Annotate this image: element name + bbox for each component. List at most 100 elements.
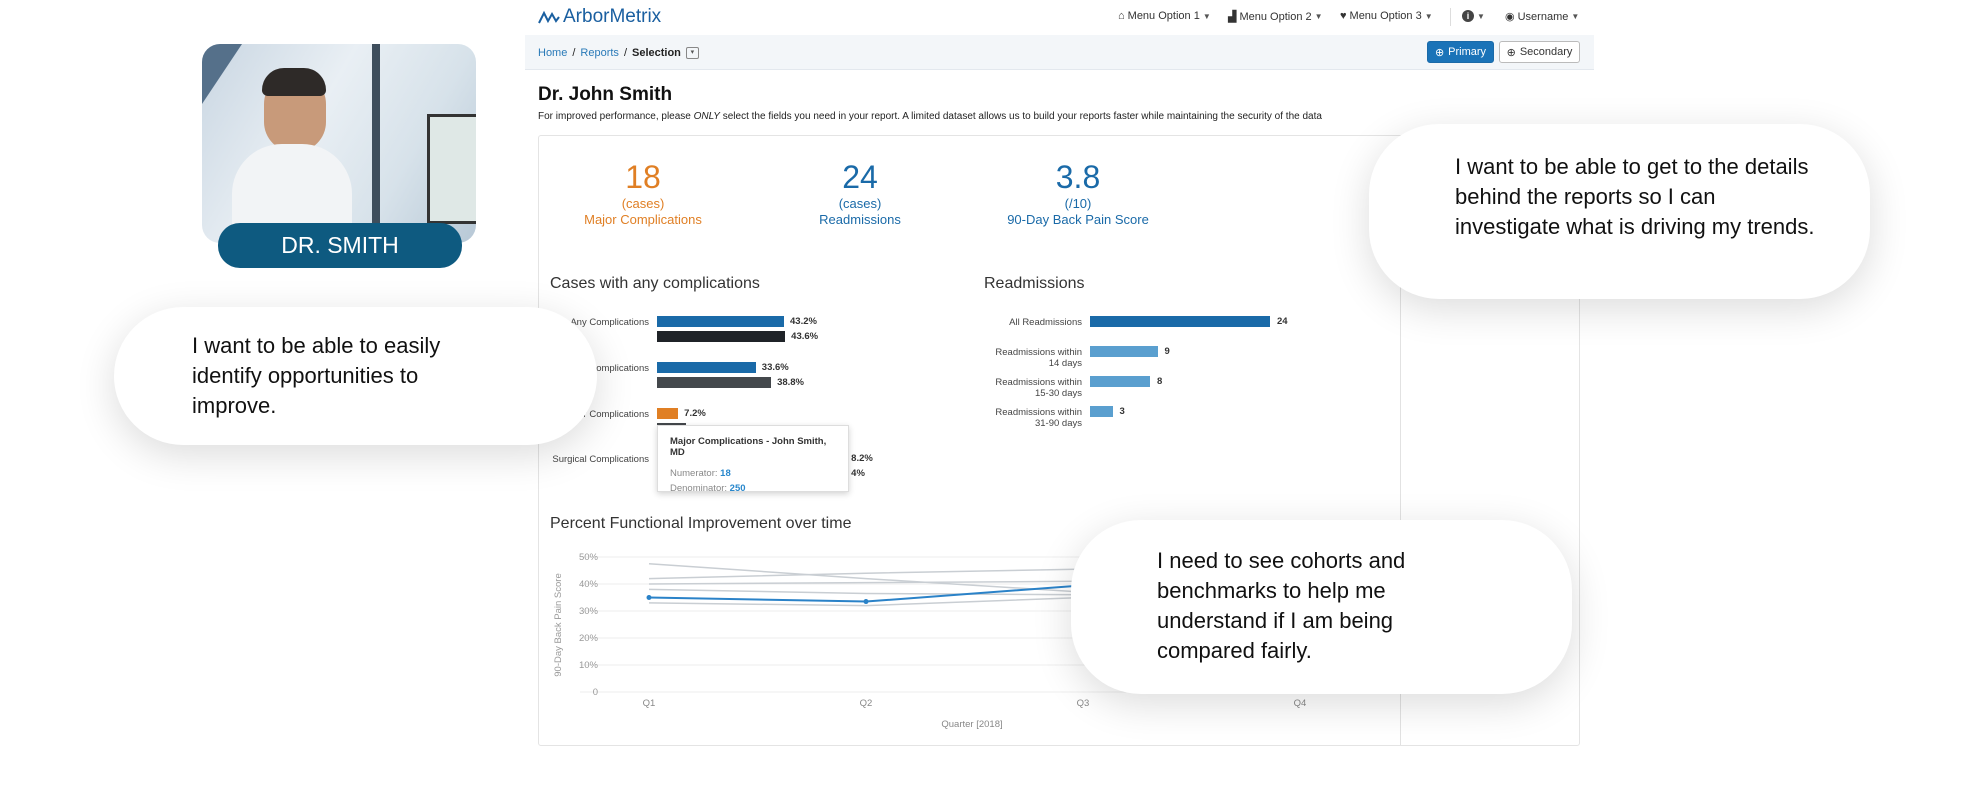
- bar-value-label: 24: [1277, 316, 1288, 327]
- photo-window-frame: [372, 44, 380, 243]
- x-tick-label: Q1: [643, 698, 656, 709]
- brand-logo[interactable]: ArborMetrix: [538, 6, 661, 28]
- benchmark-line: [648, 596, 1084, 607]
- stat-unit: (/10): [1064, 196, 1092, 211]
- y-axis-title: 90-Day Back Pain Score: [553, 573, 564, 677]
- caret-down-icon: ▼: [1571, 12, 1580, 21]
- bar[interactable]: [657, 316, 784, 327]
- bar[interactable]: [657, 408, 679, 419]
- stat-label: 90-Day Back Pain Score: [1007, 212, 1149, 227]
- chart-tooltip: Major Complications - John Smith, MD Num…: [657, 425, 849, 494]
- menu-option-2[interactable]: ▟ Menu Option 2 ▼: [1228, 10, 1323, 24]
- benchmark-line: [648, 580, 1084, 585]
- quote-bubble-benchmarks: I need to see cohorts and benchmarks to …: [1071, 520, 1572, 694]
- y-tick-label: 40%: [579, 579, 599, 590]
- bar[interactable]: [657, 362, 756, 373]
- breadcrumb-dropdown-icon[interactable]: ▾: [685, 47, 699, 59]
- y-tick-label: 0: [593, 687, 598, 698]
- menu-label: Menu Option 2: [1239, 10, 1312, 23]
- y-tick-label: 20%: [579, 633, 599, 644]
- user-menu[interactable]: ◉ Username ▼: [1505, 10, 1580, 24]
- y-tick-label: 10%: [579, 660, 599, 671]
- bar[interactable]: [657, 377, 772, 388]
- tooltip-denominator: Denominator: 250: [670, 483, 746, 494]
- stat-label: Major Complications: [584, 212, 702, 227]
- y-tick-label: 30%: [579, 606, 599, 617]
- stat-2: 3.8 (/10) 90-Day Back Pain Score: [968, 158, 1188, 228]
- persona-name-badge: DR. SMITH: [218, 223, 462, 268]
- plus-circle-icon: ⊕: [1506, 46, 1516, 59]
- bar[interactable]: [1090, 316, 1270, 327]
- stat-1: 24 (cases) Readmissions: [750, 158, 970, 228]
- breadcrumb: Home / Reports / Selection ▾: [538, 47, 699, 59]
- readmissions-chart-title: Readmissions: [984, 275, 1085, 292]
- page-subtitle: For improved performance, please ONLY se…: [538, 111, 1322, 122]
- bar-category-label: Readmissions within 14 days: [930, 347, 1082, 369]
- breadcrumb-current: Selection: [632, 47, 681, 59]
- breadcrumb-separator: /: [572, 47, 576, 59]
- stat-value: 3.8: [1055, 159, 1101, 195]
- benchmark-line: [648, 568, 1084, 580]
- breadcrumb-home[interactable]: Home: [538, 47, 568, 59]
- label-line: Readmissions within: [995, 347, 1082, 358]
- bar-category-label: Readmissions within 31-90 days: [930, 407, 1082, 429]
- stat-unit: (cases): [838, 196, 882, 211]
- info-menu[interactable]: i ▼: [1462, 10, 1485, 22]
- doctor-photo: [202, 44, 476, 243]
- x-tick-label: Q2: [860, 698, 873, 709]
- page-title: Dr. John Smith: [538, 84, 673, 105]
- x-tick-label: Q3: [1077, 698, 1090, 709]
- nav-divider: [1450, 8, 1451, 26]
- quote-text: I want to be able to easily identify opp…: [192, 333, 441, 418]
- bar-value-label: 3: [1119, 406, 1125, 417]
- quote-text: I need to see cohorts and benchmarks to …: [1157, 548, 1406, 663]
- label-line: 14 days: [1048, 358, 1082, 369]
- bar[interactable]: [1090, 406, 1113, 417]
- logo-mountain-icon: [538, 10, 560, 24]
- primary-button[interactable]: ⊕ Primary: [1427, 41, 1494, 63]
- menu-label: Menu Option 1: [1127, 10, 1200, 22]
- benchmark-line: [648, 563, 1084, 593]
- menu-option-3[interactable]: ♥ Menu Option 3 ▼: [1340, 10, 1433, 22]
- label-line: 31-90 days: [1034, 418, 1082, 429]
- caret-down-icon: ▼: [1424, 11, 1433, 21]
- menu-option-1[interactable]: ⌂ Menu Option 1 ▼: [1118, 10, 1211, 22]
- bar[interactable]: [1090, 346, 1158, 357]
- breadcrumb-separator: /: [623, 47, 627, 59]
- photo-monitor: [427, 114, 476, 224]
- y-tick-label: 50%: [579, 552, 599, 563]
- bar-value-label: 43.2%: [790, 316, 817, 327]
- brand-name: ArborMetrix: [563, 6, 662, 27]
- menu-label: Menu Option 3: [1349, 10, 1422, 22]
- stat-unit: (cases): [621, 196, 665, 211]
- caret-down-icon: ▼: [1202, 11, 1211, 21]
- secondary-button[interactable]: ⊕ Secondary: [1499, 41, 1580, 63]
- label-line: All Readmissions: [1009, 317, 1082, 328]
- bar[interactable]: [657, 331, 786, 342]
- data-point: [863, 599, 869, 605]
- heart-icon: ♥: [1340, 10, 1347, 22]
- breadcrumb-bar: [525, 35, 1594, 70]
- info-icon: i: [1462, 10, 1474, 22]
- label-line: Readmissions within: [995, 377, 1082, 388]
- stat-0: 18 (cases) Major Complications: [533, 158, 753, 228]
- bar-value-label: 43.6%: [791, 331, 819, 342]
- card-divider: [1400, 136, 1401, 745]
- bar-category-label: Major Complications: [562, 409, 649, 420]
- quote-text: I want to be able to get to the details …: [1455, 154, 1815, 239]
- stat-label: Readmissions: [819, 212, 901, 227]
- bar-category-label: Readmissions within 15-30 days: [930, 377, 1082, 399]
- photo-corner: [202, 44, 242, 104]
- bar[interactable]: [1090, 376, 1150, 387]
- bar-value-label: 8.2%: [851, 453, 873, 464]
- bar-category-label: Surgical Complications: [552, 454, 649, 465]
- photo-hair: [262, 68, 326, 96]
- stat-value: 24: [842, 159, 878, 195]
- home-icon: ⌂: [1118, 10, 1125, 22]
- quote-bubble-details: I want to be able to get to the details …: [1369, 124, 1870, 299]
- quote-bubble-opportunities: I want to be able to easily identify opp…: [114, 307, 597, 445]
- breadcrumb-reports[interactable]: Reports: [580, 47, 619, 59]
- tooltip-numerator: Numerator: 18: [670, 468, 731, 479]
- bar-category-label: Minor Complications: [562, 363, 649, 374]
- plus-circle-icon: ⊕: [1434, 46, 1445, 59]
